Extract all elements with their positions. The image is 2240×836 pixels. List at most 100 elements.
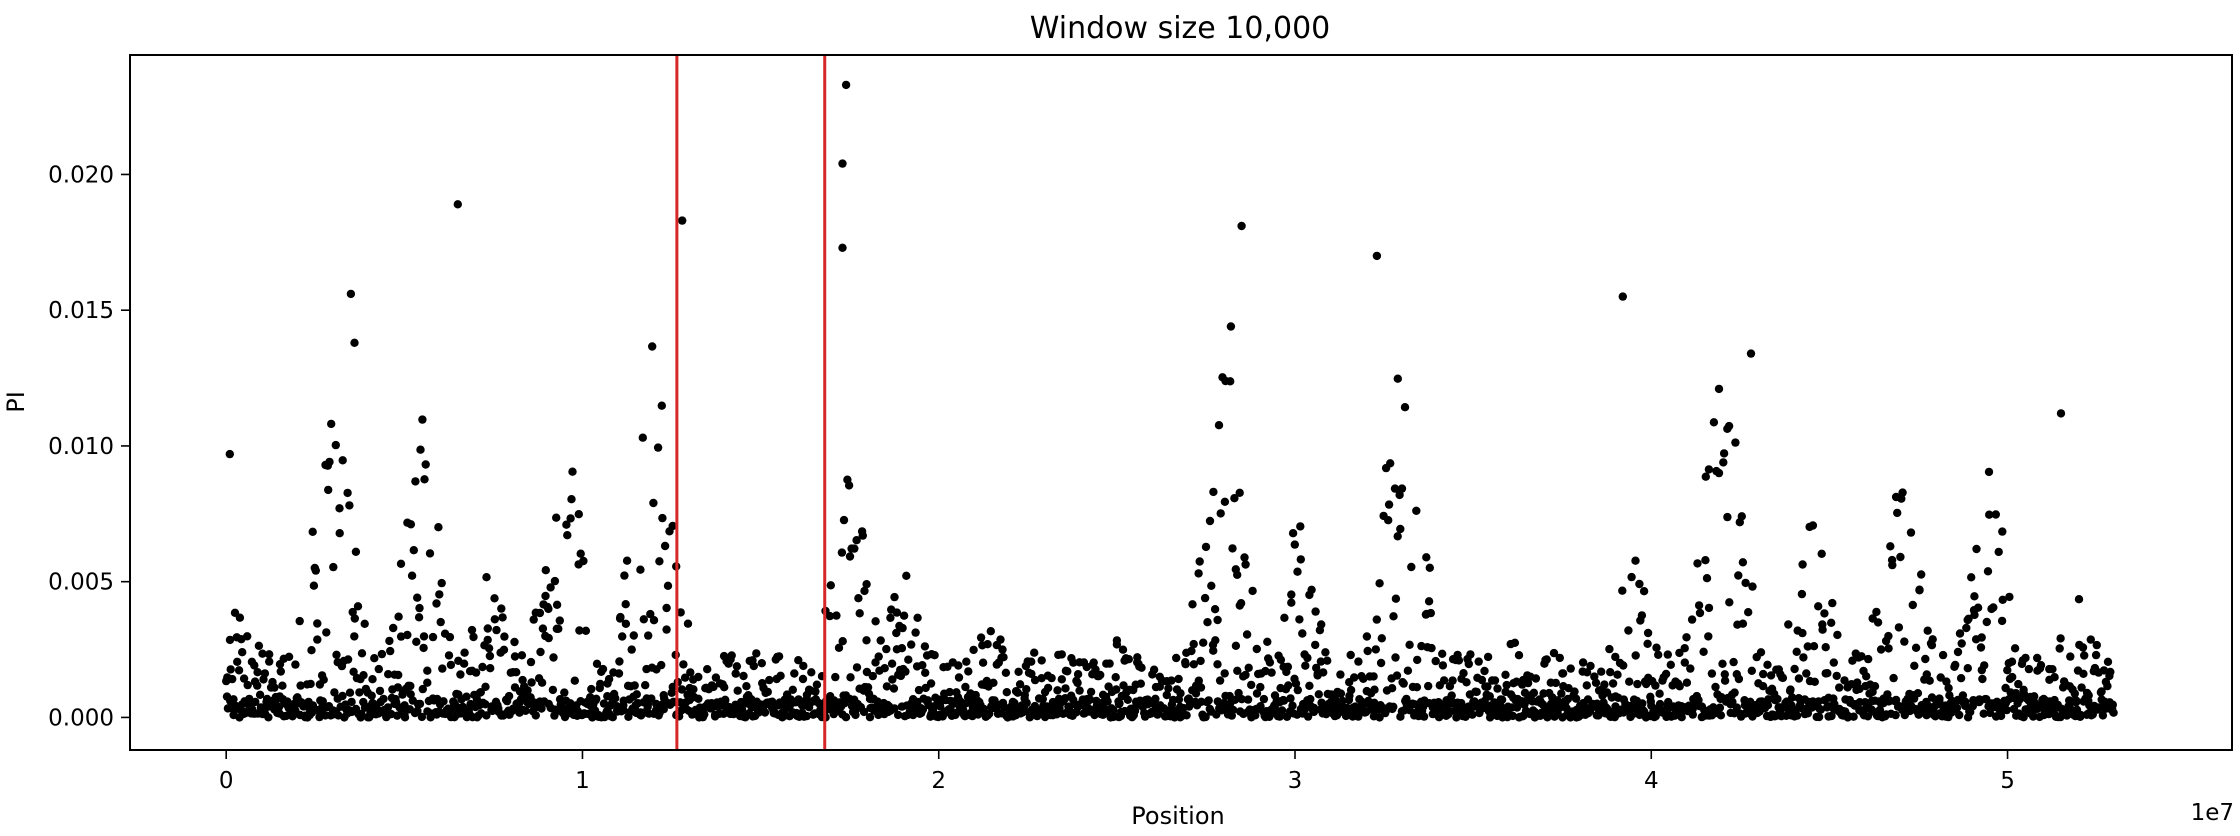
x-tick-label: 3 (1288, 768, 1303, 794)
data-point (1354, 657, 1363, 666)
data-point (962, 657, 971, 666)
data-point (1983, 567, 1993, 576)
data-point (483, 635, 492, 645)
data-point (1384, 500, 1394, 509)
data-point (389, 623, 398, 633)
data-point (1301, 661, 1310, 670)
data-point (907, 640, 916, 649)
data-point (400, 713, 410, 722)
data-point (1682, 633, 1691, 642)
data-point (420, 475, 429, 484)
data-point (1747, 666, 1757, 675)
data-point (2050, 673, 2059, 682)
data-point (1814, 712, 1824, 722)
data-point (1828, 598, 1837, 608)
data-point (1438, 649, 1447, 658)
data-point (560, 688, 569, 697)
data-point (1422, 553, 1431, 562)
data-point (621, 619, 631, 628)
data-point (983, 640, 992, 649)
data-point (1022, 698, 1031, 708)
data-point (871, 617, 880, 626)
data-point (544, 604, 553, 614)
data-point (1935, 694, 1944, 703)
data-point (1286, 694, 1295, 703)
data-point (1164, 684, 1173, 693)
data-point (1188, 600, 1197, 609)
data-point (541, 591, 550, 601)
data-point (1821, 643, 1830, 652)
data-point (1240, 553, 1249, 562)
data-point (1998, 527, 2007, 536)
data-point (862, 667, 872, 677)
data-point (765, 675, 774, 685)
data-point (1073, 678, 1082, 688)
data-point (1235, 488, 1244, 497)
data-point (1748, 582, 1757, 591)
data-point (330, 688, 339, 697)
data-point (1663, 650, 1673, 659)
data-point (1343, 703, 1352, 713)
data-point (1063, 667, 1072, 676)
data-point (478, 662, 487, 672)
data-point (711, 673, 721, 682)
data-point (677, 685, 687, 694)
data-point (258, 649, 267, 658)
data-point (481, 700, 490, 709)
data-point (250, 661, 259, 670)
data-point (1395, 490, 1404, 500)
data-point (329, 562, 338, 572)
data-point (636, 565, 645, 574)
data-point (621, 600, 630, 609)
data-point (1964, 614, 1973, 623)
data-point (1741, 578, 1750, 588)
data-point (1928, 635, 1937, 644)
data-point (1216, 509, 1225, 518)
data-point (307, 646, 316, 655)
data-point (1105, 659, 1114, 668)
data-point (620, 571, 629, 580)
data-point (510, 652, 520, 661)
data-point (1808, 521, 1818, 530)
data-point (1840, 676, 1849, 685)
data-point (897, 644, 907, 653)
data-point (2005, 592, 2014, 602)
data-point (518, 675, 527, 685)
data-point (1651, 681, 1660, 690)
data-point (854, 594, 863, 603)
data-point (1707, 669, 1717, 678)
data-point (2055, 644, 2064, 653)
data-point (482, 711, 491, 720)
data-point (375, 686, 385, 696)
data-point (2106, 667, 2115, 677)
data-point (888, 675, 897, 684)
data-point (1613, 670, 1622, 679)
data-point (1230, 494, 1239, 503)
data-point (668, 521, 677, 531)
data-point (1425, 563, 1435, 572)
data-point (338, 456, 347, 465)
data-point (343, 655, 353, 664)
data-point (1483, 652, 1493, 662)
data-point (1835, 683, 1844, 692)
data-point (2092, 640, 2101, 650)
data-point (368, 675, 377, 684)
data-point (1220, 497, 1230, 506)
data-point (839, 515, 849, 525)
data-point (486, 664, 495, 673)
data-point (788, 685, 797, 694)
data-point (435, 590, 444, 599)
data-point (510, 637, 519, 647)
data-point (627, 645, 636, 654)
data-point (904, 655, 913, 664)
data-point (512, 668, 521, 677)
data-point (1873, 618, 1883, 627)
data-point-peak (838, 159, 847, 168)
data-point (1600, 680, 1609, 689)
data-point (1551, 678, 1561, 688)
data-point (1336, 670, 1345, 679)
data-point (1666, 660, 1676, 669)
data-point (2108, 700, 2117, 709)
data-point-peak (1226, 322, 1236, 331)
data-point-peak (225, 449, 234, 459)
